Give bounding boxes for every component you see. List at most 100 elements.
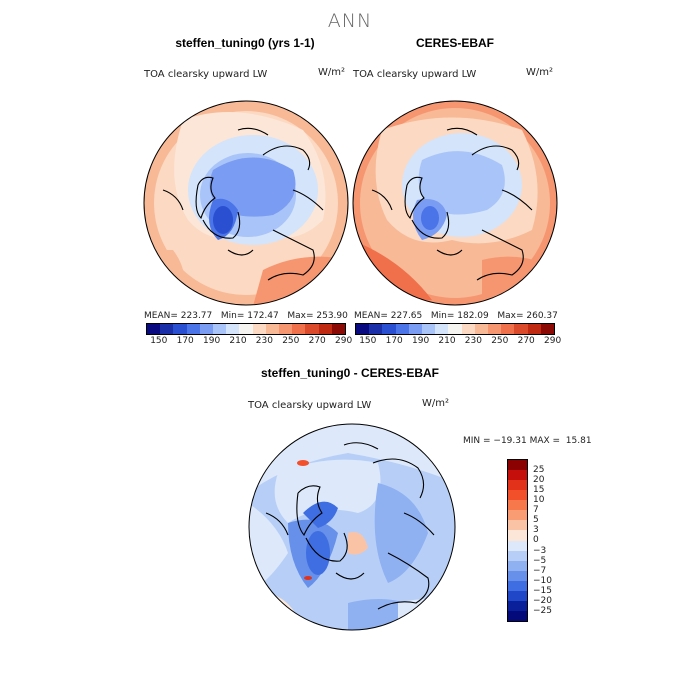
colorbar-tick-label: 210 bbox=[229, 336, 247, 346]
panel-2-min: 182.09 bbox=[457, 311, 489, 321]
colorbar-tick-label: 25 bbox=[533, 465, 545, 475]
colorbar-tick-label: 150 bbox=[359, 336, 377, 346]
colorbar-swatch bbox=[508, 580, 527, 591]
colorbar-swatch bbox=[508, 570, 527, 581]
colorbar-tick-label: 230 bbox=[464, 336, 482, 346]
colorbar-tick-label: 20 bbox=[533, 475, 545, 486]
colorbar-swatch bbox=[279, 324, 293, 334]
colorbar-tick-label: 270 bbox=[308, 336, 326, 346]
colorbar-tick-label: 170 bbox=[385, 336, 403, 346]
panel-3-map-field bbox=[249, 424, 455, 630]
colorbar-swatch bbox=[395, 324, 409, 334]
colorbar-swatch bbox=[508, 550, 527, 561]
colorbar-tick-label: 290 bbox=[544, 336, 562, 346]
colorbar-tick-label: 210 bbox=[438, 336, 456, 346]
colorbar-tick-label: −5 bbox=[533, 555, 547, 566]
colorbar-swatch bbox=[508, 600, 527, 611]
colorbar-swatch bbox=[305, 324, 319, 334]
colorbar-tick-label: −15 bbox=[533, 585, 552, 596]
panel-1-mean-label: MEAN= bbox=[144, 311, 178, 321]
panel-1-mean: 223.77 bbox=[180, 311, 213, 321]
figure-title: ANN bbox=[327, 10, 373, 32]
colorbar-swatch bbox=[501, 324, 515, 334]
panel-2-units: W/m² bbox=[526, 67, 554, 78]
panel-2-min-label: Min= bbox=[430, 311, 455, 321]
colorbar-tick-label: 10 bbox=[533, 495, 545, 506]
colorbar-swatch bbox=[226, 324, 240, 334]
colorbar-tick-label: 270 bbox=[517, 336, 535, 346]
colorbar-tick-label: −7 bbox=[533, 565, 547, 576]
colorbar-swatch bbox=[448, 324, 462, 334]
colorbar-tick-label: −25 bbox=[533, 605, 552, 616]
colorbar-swatch bbox=[252, 324, 266, 334]
panel-3-units: W/m² bbox=[422, 398, 450, 409]
colorbar-swatch bbox=[422, 324, 436, 334]
panel-1-title: steffen_tuning0 (yrs 1-1) bbox=[175, 36, 315, 50]
panel-2-variable: TOA clearsky upward LW bbox=[353, 69, 477, 80]
colorbar-swatch bbox=[508, 500, 527, 511]
colorbar-swatch bbox=[527, 324, 541, 334]
panel-1-stats: MEAN= 223.77 Min= 172.47 Max= 253.90 bbox=[144, 311, 348, 321]
panel-2-map bbox=[352, 100, 558, 306]
colorbar-swatch bbox=[160, 324, 174, 334]
colorbar-tick-label: −10 bbox=[533, 575, 552, 586]
colorbar-tick-label: −3 bbox=[533, 545, 547, 556]
colorbar-swatch bbox=[508, 590, 527, 601]
colorbar-swatch bbox=[474, 324, 489, 334]
panel-1-variable: TOA clearsky upward LW bbox=[144, 69, 268, 80]
panel-2-stats: MEAN= 227.65 Min= 182.09 Max= 260.37 bbox=[354, 311, 558, 321]
panel-3-variable: TOA clearsky upward LW bbox=[248, 400, 372, 411]
colorbar-tick-label: 250 bbox=[282, 336, 300, 346]
colorbar-swatch bbox=[318, 324, 332, 334]
colorbar-tick-label: 7 bbox=[533, 505, 539, 516]
panel-3-title: steffen_tuning0 - CERES-EBAF bbox=[260, 366, 439, 380]
colorbar-tick-label: 5 bbox=[533, 515, 539, 526]
colorbar-swatch bbox=[508, 610, 527, 621]
panel-2-colorbar-labels: 150 170 190 210 230 250 270 290 bbox=[355, 336, 561, 348]
colorbar-tick-label: 3 bbox=[533, 525, 539, 536]
panel-1-max-label: Max= bbox=[287, 311, 314, 321]
colorbar-swatch bbox=[508, 520, 527, 531]
panel-1-colorbar bbox=[146, 323, 346, 335]
colorbar-swatch bbox=[331, 324, 346, 334]
colorbar-swatch bbox=[508, 460, 527, 471]
panel-1-colorbar-labels: 150 170 190 210 230 250 270 290 bbox=[146, 336, 352, 348]
colorbar-swatch bbox=[508, 470, 527, 481]
colorbar-swatch bbox=[488, 324, 502, 334]
panel-1-max: 253.90 bbox=[316, 311, 348, 321]
colorbar-swatch bbox=[540, 324, 555, 334]
colorbar-swatch bbox=[508, 510, 527, 521]
colorbar-swatch bbox=[508, 490, 527, 501]
panel-2-max: 260.37 bbox=[526, 311, 558, 321]
panel-2-mean: 227.65 bbox=[390, 311, 423, 321]
colorbar-swatch bbox=[199, 324, 214, 334]
colorbar-tick-label: −20 bbox=[533, 595, 552, 606]
panel-2-mean-label: MEAN= bbox=[354, 311, 388, 321]
colorbar-tick-label: 290 bbox=[335, 336, 353, 346]
colorbar-swatch bbox=[508, 540, 527, 551]
colorbar-swatch bbox=[147, 324, 161, 334]
colorbar-swatch bbox=[408, 324, 423, 334]
colorbar-swatch bbox=[514, 324, 528, 334]
colorbar-tick-label: 230 bbox=[255, 336, 273, 346]
panel-3-map bbox=[248, 423, 456, 631]
colorbar-swatch bbox=[382, 324, 396, 334]
panel-1-min-label: Min= bbox=[220, 311, 245, 321]
panel-1-map bbox=[143, 100, 349, 306]
colorbar-swatch bbox=[173, 324, 187, 334]
colorbar-swatch bbox=[239, 324, 253, 334]
colorbar-tick-label: 250 bbox=[491, 336, 509, 346]
colorbar-swatch bbox=[186, 324, 200, 334]
colorbar-swatch bbox=[435, 324, 449, 334]
panel-3-stats: MIN = −19.31 MAX = 15.81 bbox=[463, 436, 592, 446]
colorbar-swatch bbox=[508, 530, 527, 541]
panel-1-units: W/m² bbox=[318, 67, 346, 78]
colorbar-swatch bbox=[265, 324, 280, 334]
colorbar-tick-label: 190 bbox=[412, 336, 430, 346]
panel-1-min: 172.47 bbox=[247, 311, 279, 321]
colorbar-swatch bbox=[213, 324, 227, 334]
colorbar-swatch bbox=[508, 560, 527, 571]
colorbar-tick-label: 190 bbox=[203, 336, 221, 346]
panel-3-colorbar bbox=[507, 459, 528, 622]
colorbar-tick-label: 15 bbox=[533, 485, 545, 496]
